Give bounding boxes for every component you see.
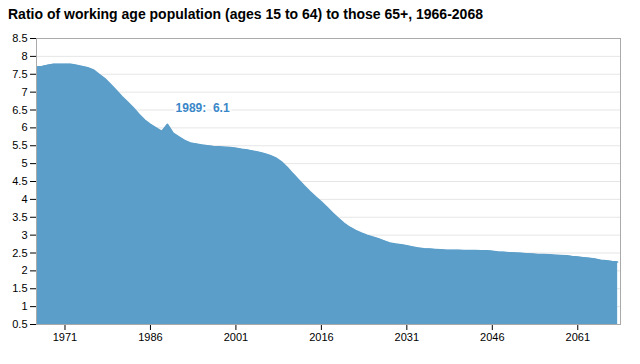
svg-text:2: 2 <box>21 264 27 276</box>
svg-text:6.5: 6.5 <box>12 104 27 116</box>
svg-text:2016: 2016 <box>309 331 333 343</box>
svg-text:7: 7 <box>21 86 27 98</box>
svg-text:3: 3 <box>21 229 27 241</box>
svg-text:1989: 6.1: 1989: 6.1 <box>176 101 230 115</box>
svg-text:4.5: 4.5 <box>12 175 27 187</box>
html-text:Ratio of working age populatio: Ratio of working age population (ages 15… <box>8 6 483 22</box>
svg-text:1986: 1986 <box>138 331 162 343</box>
svg-text:5.5: 5.5 <box>12 139 27 151</box>
svg-text:2001: 2001 <box>224 331 248 343</box>
svg-text:1971: 1971 <box>53 331 77 343</box>
svg-text:8.5: 8.5 <box>12 32 27 44</box>
svg-text:6: 6 <box>21 121 27 133</box>
svg-text:2061: 2061 <box>566 331 590 343</box>
svg-text:1.5: 1.5 <box>12 282 27 294</box>
svg-text:5: 5 <box>21 157 27 169</box>
svg-text:0.5: 0.5 <box>12 318 27 330</box>
svg-text:7.5: 7.5 <box>12 68 27 80</box>
svg-text:8: 8 <box>21 50 27 62</box>
svg-text:4: 4 <box>21 193 27 205</box>
svg-text:2.5: 2.5 <box>12 247 27 259</box>
svg-text:2046: 2046 <box>480 331 504 343</box>
svg-text:3.5: 3.5 <box>12 211 27 223</box>
svg-text:2031: 2031 <box>395 331 419 343</box>
svg-text:1: 1 <box>21 300 27 312</box>
